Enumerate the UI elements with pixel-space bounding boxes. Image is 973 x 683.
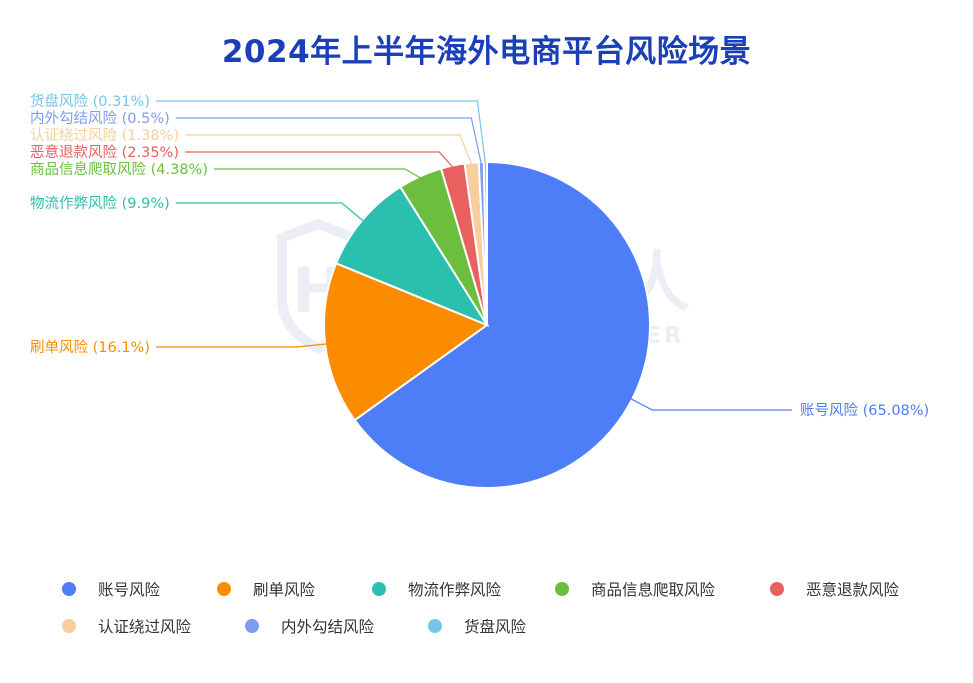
slice-label-7: 内外勾结风险 (0.5%) (30, 110, 170, 127)
slice-label-6: 认证绕过风险 (1.38%) (30, 127, 179, 144)
leader-line-5 (185, 151, 454, 168)
legend-swatch (372, 582, 386, 596)
slice-label-3: 物流作弊风险 (9.9%) (30, 195, 170, 212)
leader-line-1 (629, 397, 792, 411)
legend-swatch (217, 582, 231, 596)
leader-line-3 (175, 202, 365, 222)
legend-label: 商品信息爬取风险 (591, 581, 716, 599)
legend-item-7[interactable]: 内外勾结风险 (245, 614, 374, 638)
leader-line-2 (156, 343, 328, 348)
legend-swatch (770, 582, 784, 596)
legend-label: 账号风险 (98, 581, 161, 599)
legend-item-5[interactable]: 恶意退款风险 (770, 577, 899, 601)
legend-label: 恶意退款风险 (806, 581, 900, 599)
legend-item-8[interactable]: 货盘风险 (428, 614, 526, 638)
chart-title: 2024年上半年海外电商平台风险场景 (221, 34, 752, 70)
legend-label: 刷单风险 (253, 581, 316, 599)
slice-label-2: 刷单风险 (16.1%) (30, 339, 150, 356)
legend-item-4[interactable]: 商品信息爬取风险 (555, 577, 715, 601)
leader-line-6 (185, 134, 473, 165)
slice-label-8: 货盘风险 (0.31%) (30, 92, 150, 110)
legend-item-1[interactable]: 账号风险 (62, 577, 160, 601)
legend-swatch (62, 619, 76, 633)
leader-line-8 (156, 100, 487, 165)
legend-swatch (555, 582, 569, 596)
legend-label: 货盘风险 (464, 618, 527, 636)
legend-swatch (62, 582, 76, 596)
legend-swatch (428, 619, 442, 633)
slice-label-4: 商品信息爬取风险 (4.38%) (30, 161, 208, 178)
legend-item-2[interactable]: 刷单风险 (217, 577, 315, 601)
leader-line-4 (214, 168, 422, 179)
leader-line-7 (175, 117, 482, 165)
legend-item-6[interactable]: 认证绕过风险 (62, 614, 191, 638)
legend-label: 内外勾结风险 (281, 618, 375, 636)
legend-label: 认证绕过风险 (98, 618, 192, 636)
legend-label: 物流作弊风险 (408, 581, 502, 599)
legend-swatch (245, 619, 259, 633)
legend-item-3[interactable]: 物流作弊风险 (372, 577, 501, 601)
slice-label-5: 恶意退款风险 (2.35%) (30, 143, 179, 161)
slice-label-1: 账号风险 (65.08%) (800, 402, 929, 419)
